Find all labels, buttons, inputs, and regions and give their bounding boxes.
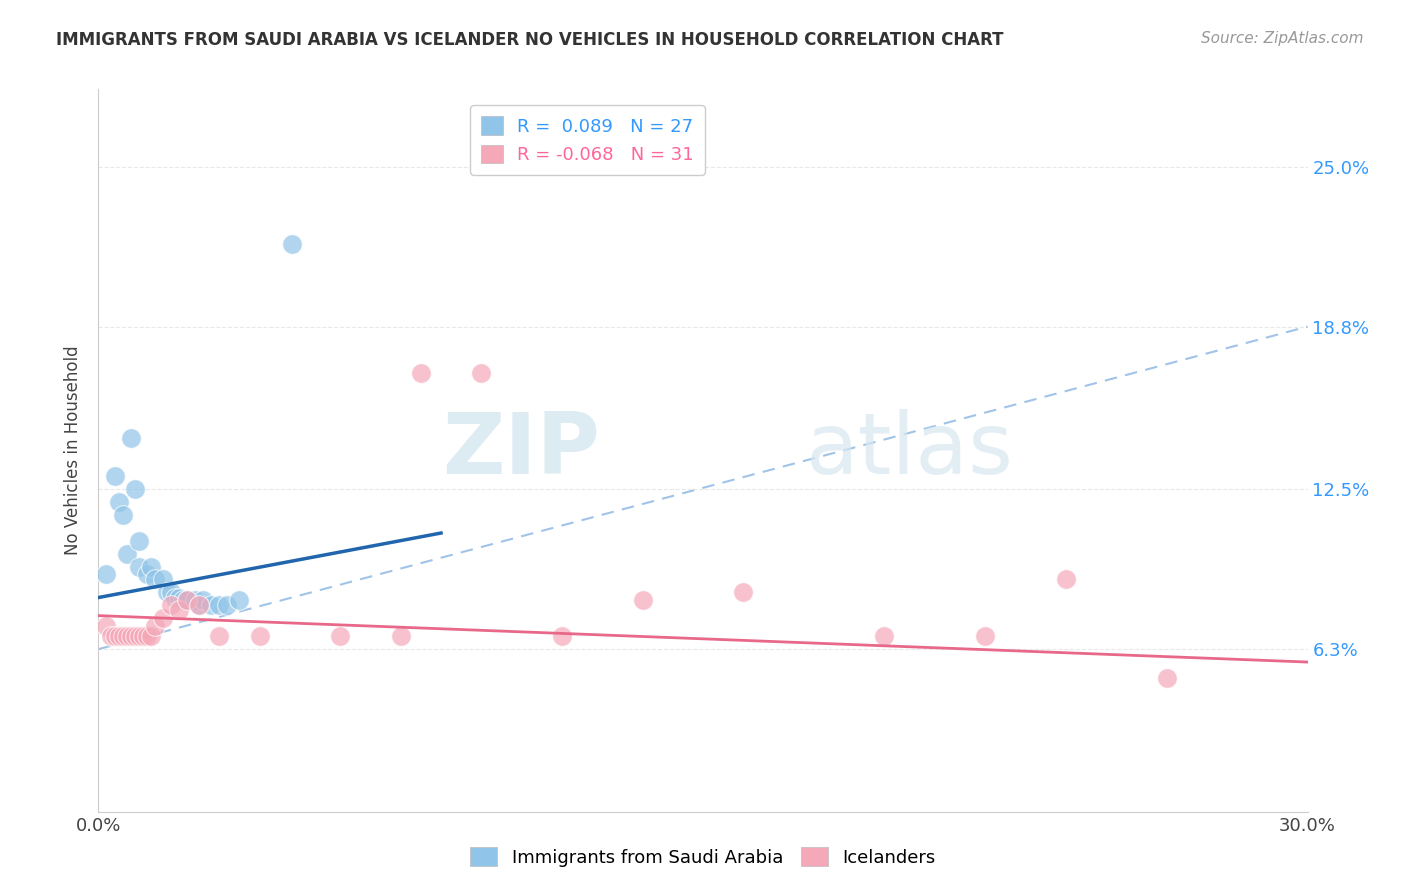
Point: [120, 431, 142, 445]
Text: IMMIGRANTS FROM SAUDI ARABIA VS ICELANDER NO VEHICLES IN HOUSEHOLD CORRELATION C: IMMIGRANTS FROM SAUDI ARABIA VS ICELANDE…: [56, 31, 1004, 49]
Point: [111, 629, 134, 643]
Point: [115, 629, 138, 643]
Point: [128, 629, 150, 643]
Point: [184, 593, 207, 607]
Point: [156, 585, 179, 599]
Point: [160, 585, 183, 599]
Point: [143, 573, 166, 587]
Point: [188, 599, 211, 613]
Point: [551, 629, 574, 643]
Text: ZIP: ZIP: [443, 409, 600, 492]
Point: [228, 593, 250, 607]
Point: [163, 591, 186, 605]
Point: [132, 629, 155, 643]
Point: [470, 366, 492, 380]
Point: [217, 599, 239, 613]
Point: [1156, 671, 1178, 685]
Point: [208, 599, 231, 613]
Point: [139, 629, 162, 643]
Point: [103, 469, 125, 483]
Point: [139, 559, 162, 574]
Point: [389, 629, 412, 643]
Point: [124, 629, 146, 643]
Point: [974, 629, 997, 643]
Point: [96, 619, 118, 633]
Point: [193, 593, 215, 607]
Legend: R =  0.089   N = 27, R = -0.068   N = 31: R = 0.089 N = 27, R = -0.068 N = 31: [470, 105, 704, 175]
Point: [208, 629, 231, 643]
Point: [128, 559, 150, 574]
Point: [167, 591, 190, 605]
Point: [733, 585, 755, 599]
Legend: Immigrants from Saudi Arabia, Icelanders: Immigrants from Saudi Arabia, Icelanders: [463, 840, 943, 874]
Point: [176, 593, 198, 607]
Point: [103, 629, 125, 643]
Point: [409, 366, 432, 380]
Point: [107, 629, 129, 643]
Point: [152, 611, 174, 625]
Point: [143, 619, 166, 633]
Point: [152, 573, 174, 587]
Point: [100, 629, 122, 643]
Point: [249, 629, 271, 643]
Point: [96, 567, 118, 582]
Point: [135, 567, 157, 582]
Text: Source: ZipAtlas.com: Source: ZipAtlas.com: [1201, 31, 1364, 46]
Point: [124, 482, 146, 496]
Point: [172, 593, 194, 607]
Point: [107, 495, 129, 509]
Point: [167, 603, 190, 617]
Y-axis label: No Vehicles in Household: No Vehicles in Household: [65, 345, 83, 556]
Point: [176, 593, 198, 607]
Point: [135, 629, 157, 643]
Point: [111, 508, 134, 522]
Text: atlas: atlas: [806, 409, 1014, 492]
Point: [160, 599, 183, 613]
Point: [1054, 573, 1077, 587]
Point: [631, 593, 654, 607]
Point: [329, 629, 352, 643]
Point: [281, 237, 304, 252]
Point: [120, 629, 142, 643]
Point: [115, 547, 138, 561]
Point: [188, 599, 211, 613]
Point: [200, 599, 222, 613]
Point: [128, 533, 150, 548]
Point: [873, 629, 896, 643]
